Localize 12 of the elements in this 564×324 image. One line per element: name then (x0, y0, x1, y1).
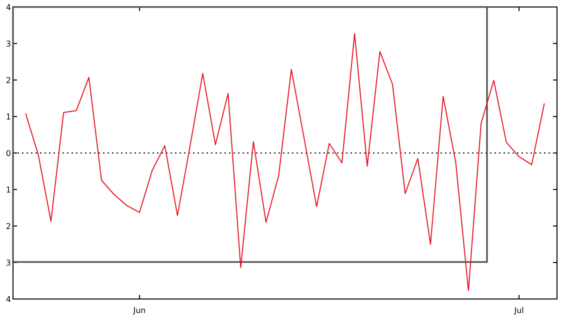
x-tick-label: Jul (513, 306, 524, 315)
y-tick-label: 4 (6, 294, 11, 304)
y-tick-label: 1 (6, 112, 11, 122)
y-tick-label: 4 (6, 2, 11, 12)
x-tick-label: Jun (132, 306, 146, 315)
y-tick-label: 1 (6, 185, 11, 194)
y-tick-label: 3 (6, 39, 11, 48)
y-tick-label: 2 (6, 76, 11, 85)
line-series (25, 33, 545, 292)
y-tick-label: 0 (6, 148, 11, 158)
y-tick-label: 2 (6, 222, 11, 231)
y-tick-label: 3 (6, 258, 11, 268)
